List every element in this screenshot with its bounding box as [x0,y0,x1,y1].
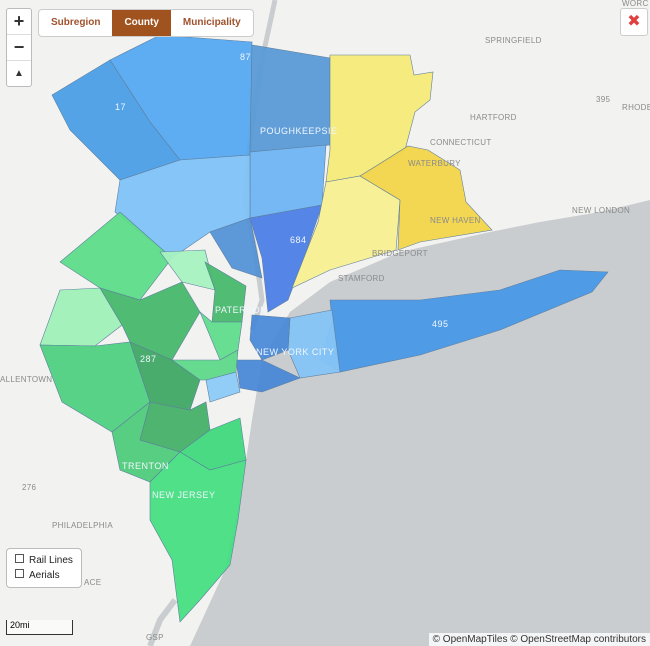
place-label: NEW JERSEY [152,490,216,500]
place-label: RHODE [622,103,650,112]
place-label: CONNECTICUT [430,138,492,147]
place-label: HARTFORD [470,113,517,122]
place-label: TRENTON [122,461,169,471]
place-label: ALLENTOWN [0,375,52,384]
tab[interactable]: Municipality [182,17,241,28]
place-label: WORC [622,0,649,8]
attribution: © OpenMapTiles © OpenStreetMap contribut… [428,633,650,646]
checkbox[interactable] [15,554,24,563]
checkbox[interactable] [15,569,24,578]
road-label: 495 [432,319,449,329]
counties [39,34,609,623]
layer-panel: Rail Lines Aerials [6,548,82,588]
scale-bar: 20mi [6,620,73,635]
close-button[interactable]: ✖ [620,8,648,36]
layer-toggle[interactable]: Aerials [15,568,73,583]
layer-label: Aerials [29,570,60,581]
road-label: 684 [290,235,307,245]
zoom-controls: + − ▲ [6,8,32,87]
tab[interactable]: County [112,10,171,36]
layer-label: Rail Lines [29,555,73,566]
layer-toggle[interactable]: Rail Lines [15,553,73,568]
road-label: 276 [22,483,36,492]
place-label: POUGHKEEPSIE [260,126,338,136]
road-label: 87 [240,52,251,62]
geography-tabs: Subregion County Municipality [38,9,254,37]
place-label: ACE [84,578,101,587]
place-label: STAMFORD [338,274,385,283]
zoom-out-button[interactable]: − [7,35,31,61]
place-label: NEW HAVEN [430,216,481,225]
place-label: BRIDGEPORT [372,249,428,258]
road-label: GSP [146,633,164,642]
place-label: PHILADELPHIA [52,521,113,530]
compass-button[interactable]: ▲ [14,68,24,79]
zoom-in-button[interactable]: + [7,9,31,35]
place-label: NEW LONDON [572,206,630,215]
tab[interactable]: Subregion [51,17,101,28]
road-label: 17 [115,102,126,112]
road-label: 395 [596,95,610,104]
place-label: SPRINGFIELD [485,36,542,45]
road-label: 287 [140,354,157,364]
place-label: PATERSON [215,305,267,315]
place-label: WATERBURY [408,159,461,168]
place-label: NEW YORK CITY [256,347,334,357]
